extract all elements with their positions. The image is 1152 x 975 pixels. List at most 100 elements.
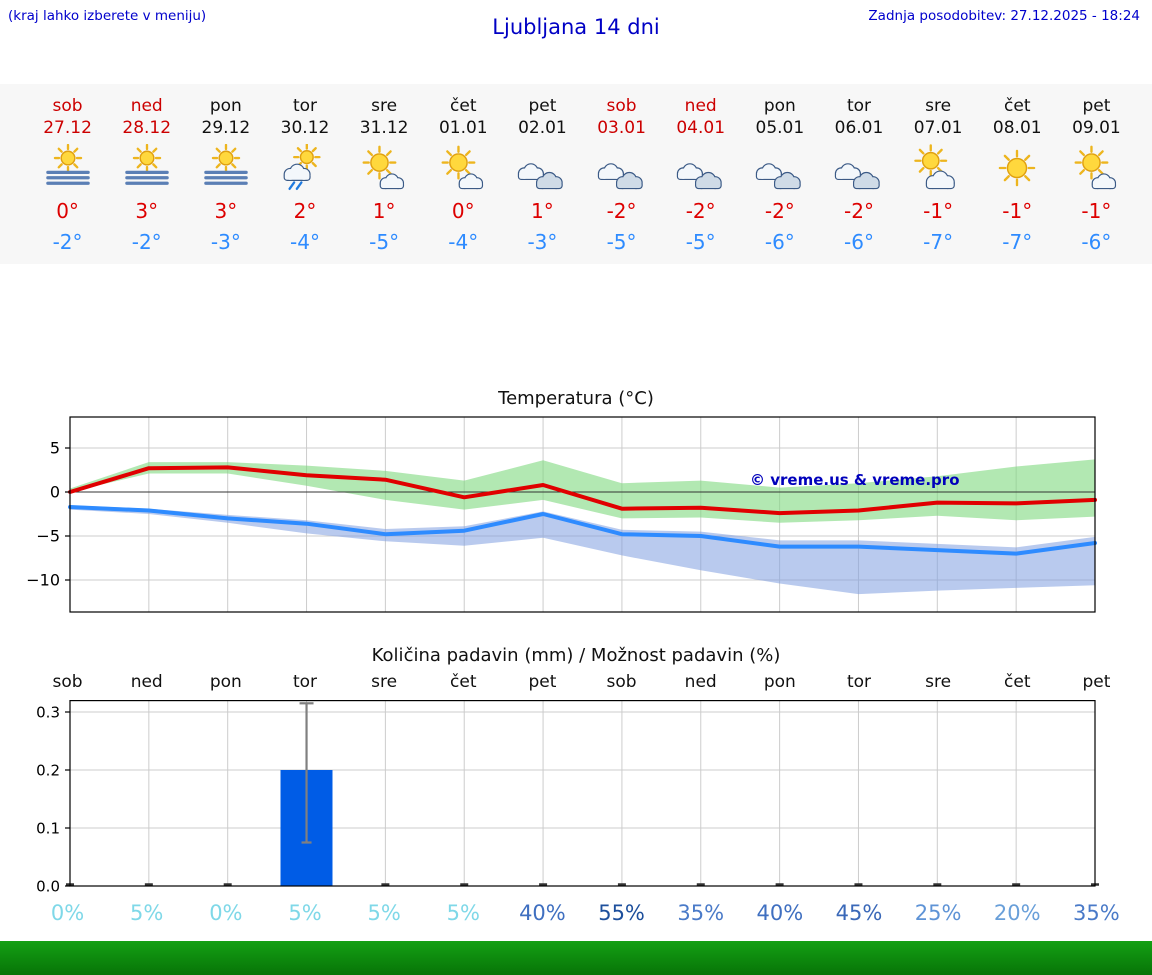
clouds-icon xyxy=(503,144,582,192)
precip-probability: 35% xyxy=(1073,901,1120,925)
day-name: pet xyxy=(528,96,557,116)
day-date: 04.01 xyxy=(676,118,726,138)
precip-day-label: pon xyxy=(763,672,796,692)
precipitation-chart: 0.0 0.1 0.2 0.3 xyxy=(36,700,1099,893)
forecast-day[interactable]: tor 06.01 -2° -6° xyxy=(819,96,898,264)
sun-fog-icon xyxy=(107,143,186,192)
day-max-temp: -2° xyxy=(764,199,795,223)
day-min-temp: -5° xyxy=(606,230,637,254)
precip-probability-row: 0% 5% 0% 5% 5% 5% 40% 55% 35% 40% 45% 25% 20% 35% xyxy=(0,901,1152,925)
day-name: sre xyxy=(371,96,398,116)
forecast-day[interactable]: sre 31.12 1° -5° xyxy=(345,96,424,264)
day-max-temp: 0° xyxy=(451,199,475,223)
forecast-day[interactable]: čet 01.01 0° -4° xyxy=(424,96,503,264)
watermark-text: © vreme.us & vreme.pro xyxy=(750,471,960,489)
precip-day-labels-row: sob ned pon tor sre čet pet sob ned pon tor sre čet p… xyxy=(0,672,1152,692)
forecast-day[interactable]: sob 27.12 0° -2° xyxy=(28,96,107,264)
day-min-temp: -2° xyxy=(52,230,83,254)
day-min-temp: -6° xyxy=(844,230,874,254)
sun-small-cloud-icon xyxy=(424,144,503,192)
precip-day-label: sob xyxy=(606,672,637,692)
sun-fog-icon xyxy=(28,143,107,192)
day-min-temp: -4° xyxy=(290,230,320,254)
clouds-icon xyxy=(582,144,661,192)
day-date: 05.01 xyxy=(755,118,805,138)
precip-day-label: ned xyxy=(130,672,163,692)
day-min-temp: -6° xyxy=(1081,230,1112,254)
precip-day-label: pet xyxy=(528,672,557,692)
precip-day-label: sre xyxy=(371,672,398,692)
forecast-day[interactable]: pet 09.01 -1° -6° xyxy=(1057,96,1136,264)
forecast-day[interactable]: tor 30.12 2° -4° xyxy=(265,96,344,264)
day-min-temp: -4° xyxy=(448,230,479,254)
day-date: 31.12 xyxy=(359,118,409,138)
day-name: pet xyxy=(1082,96,1111,116)
precip-probability: 55% xyxy=(598,901,645,925)
svg-text:0.0: 0.0 xyxy=(36,878,60,893)
precip-day-label: sre xyxy=(925,672,952,692)
precip-probability: 0% xyxy=(50,901,85,925)
sun-small-cloud-icon xyxy=(345,144,424,192)
forecast-day[interactable]: ned 04.01 -2° -5° xyxy=(661,96,740,264)
clouds-icon xyxy=(819,144,898,192)
day-date: 07.01 xyxy=(913,118,963,138)
day-date: 29.12 xyxy=(201,118,251,138)
svg-text:0.2: 0.2 xyxy=(36,762,60,780)
precip-probability: 5% xyxy=(130,901,164,925)
day-date: 03.01 xyxy=(597,118,646,138)
day-name: tor xyxy=(846,96,871,116)
day-min-temp: -7° xyxy=(923,230,954,254)
day-max-temp: 1° xyxy=(372,199,396,223)
forecast-day[interactable]: pet 02.01 1° -3° xyxy=(503,96,582,264)
forecast-day[interactable]: čet 08.01 -1° -7° xyxy=(978,96,1057,264)
day-date: 09.01 xyxy=(1072,118,1121,138)
forecast-strip: sob 27.12 0° -2° ned 28.12 3° -2° pon 29.12 3° -3° t… xyxy=(0,84,1152,264)
menu-hint-note: (kraj lahko izberete v meniju) xyxy=(8,8,207,24)
precip-probability: 0% xyxy=(209,901,243,925)
day-name: ned xyxy=(130,96,163,116)
day-max-temp: -2° xyxy=(685,199,716,223)
day-max-temp: -2° xyxy=(844,199,874,223)
svg-text:0: 0 xyxy=(50,483,60,502)
day-min-temp: -5° xyxy=(369,230,400,254)
forecast-day[interactable]: pon 29.12 3° -3° xyxy=(186,96,265,264)
day-name: čet xyxy=(450,96,477,116)
precip-probability: 5% xyxy=(446,901,480,925)
temperature-chart: 5 0 −5 −10 © vreme.us & vreme.pro xyxy=(26,416,1097,613)
forecast-day[interactable]: ned 28.12 3° -2° xyxy=(107,96,186,264)
sun-cloud-icon xyxy=(899,144,978,192)
day-name: pon xyxy=(209,96,242,116)
day-min-temp: -3° xyxy=(527,230,558,254)
day-name: pon xyxy=(763,96,796,116)
footer-green-bar xyxy=(0,941,1152,975)
forecast-day[interactable]: pon 05.01 -2° -6° xyxy=(740,96,819,264)
svg-text:−5: −5 xyxy=(36,527,60,546)
temperature-chart-title: Temperatura (°C) xyxy=(498,388,654,409)
day-name: ned xyxy=(684,96,717,116)
precip-day-label: čet xyxy=(1004,672,1031,692)
forecast-day[interactable]: sob 03.01 -2° -5° xyxy=(582,96,661,264)
day-min-temp: -5° xyxy=(685,230,716,254)
day-min-temp: -2° xyxy=(131,230,162,254)
precip-probability: 5% xyxy=(288,901,322,925)
precip-day-label: pon xyxy=(209,672,242,692)
day-max-temp: -1° xyxy=(1002,199,1033,223)
precip-probability: 40% xyxy=(756,901,804,925)
precipitation-chart-title: Količina padavin (mm) / Možnost padavin … xyxy=(371,645,781,666)
precip-probability: 5% xyxy=(367,901,401,925)
day-date: 02.01 xyxy=(518,118,567,138)
day-max-temp: -2° xyxy=(606,199,637,223)
sun-cloud-rain-icon xyxy=(265,143,344,192)
precip-day-label: čet xyxy=(450,672,477,692)
precip-probability: 45% xyxy=(835,901,883,925)
svg-text:−10: −10 xyxy=(26,571,60,590)
day-date: 06.01 xyxy=(834,118,884,138)
forecast-day[interactable]: sre 07.01 -1° -7° xyxy=(899,96,978,264)
day-date: 08.01 xyxy=(992,118,1042,138)
day-name: sob xyxy=(606,96,637,116)
day-max-temp: 0° xyxy=(56,199,79,223)
day-name: sob xyxy=(52,96,83,116)
day-date: 28.12 xyxy=(122,118,172,138)
day-max-temp: 3° xyxy=(214,199,238,223)
